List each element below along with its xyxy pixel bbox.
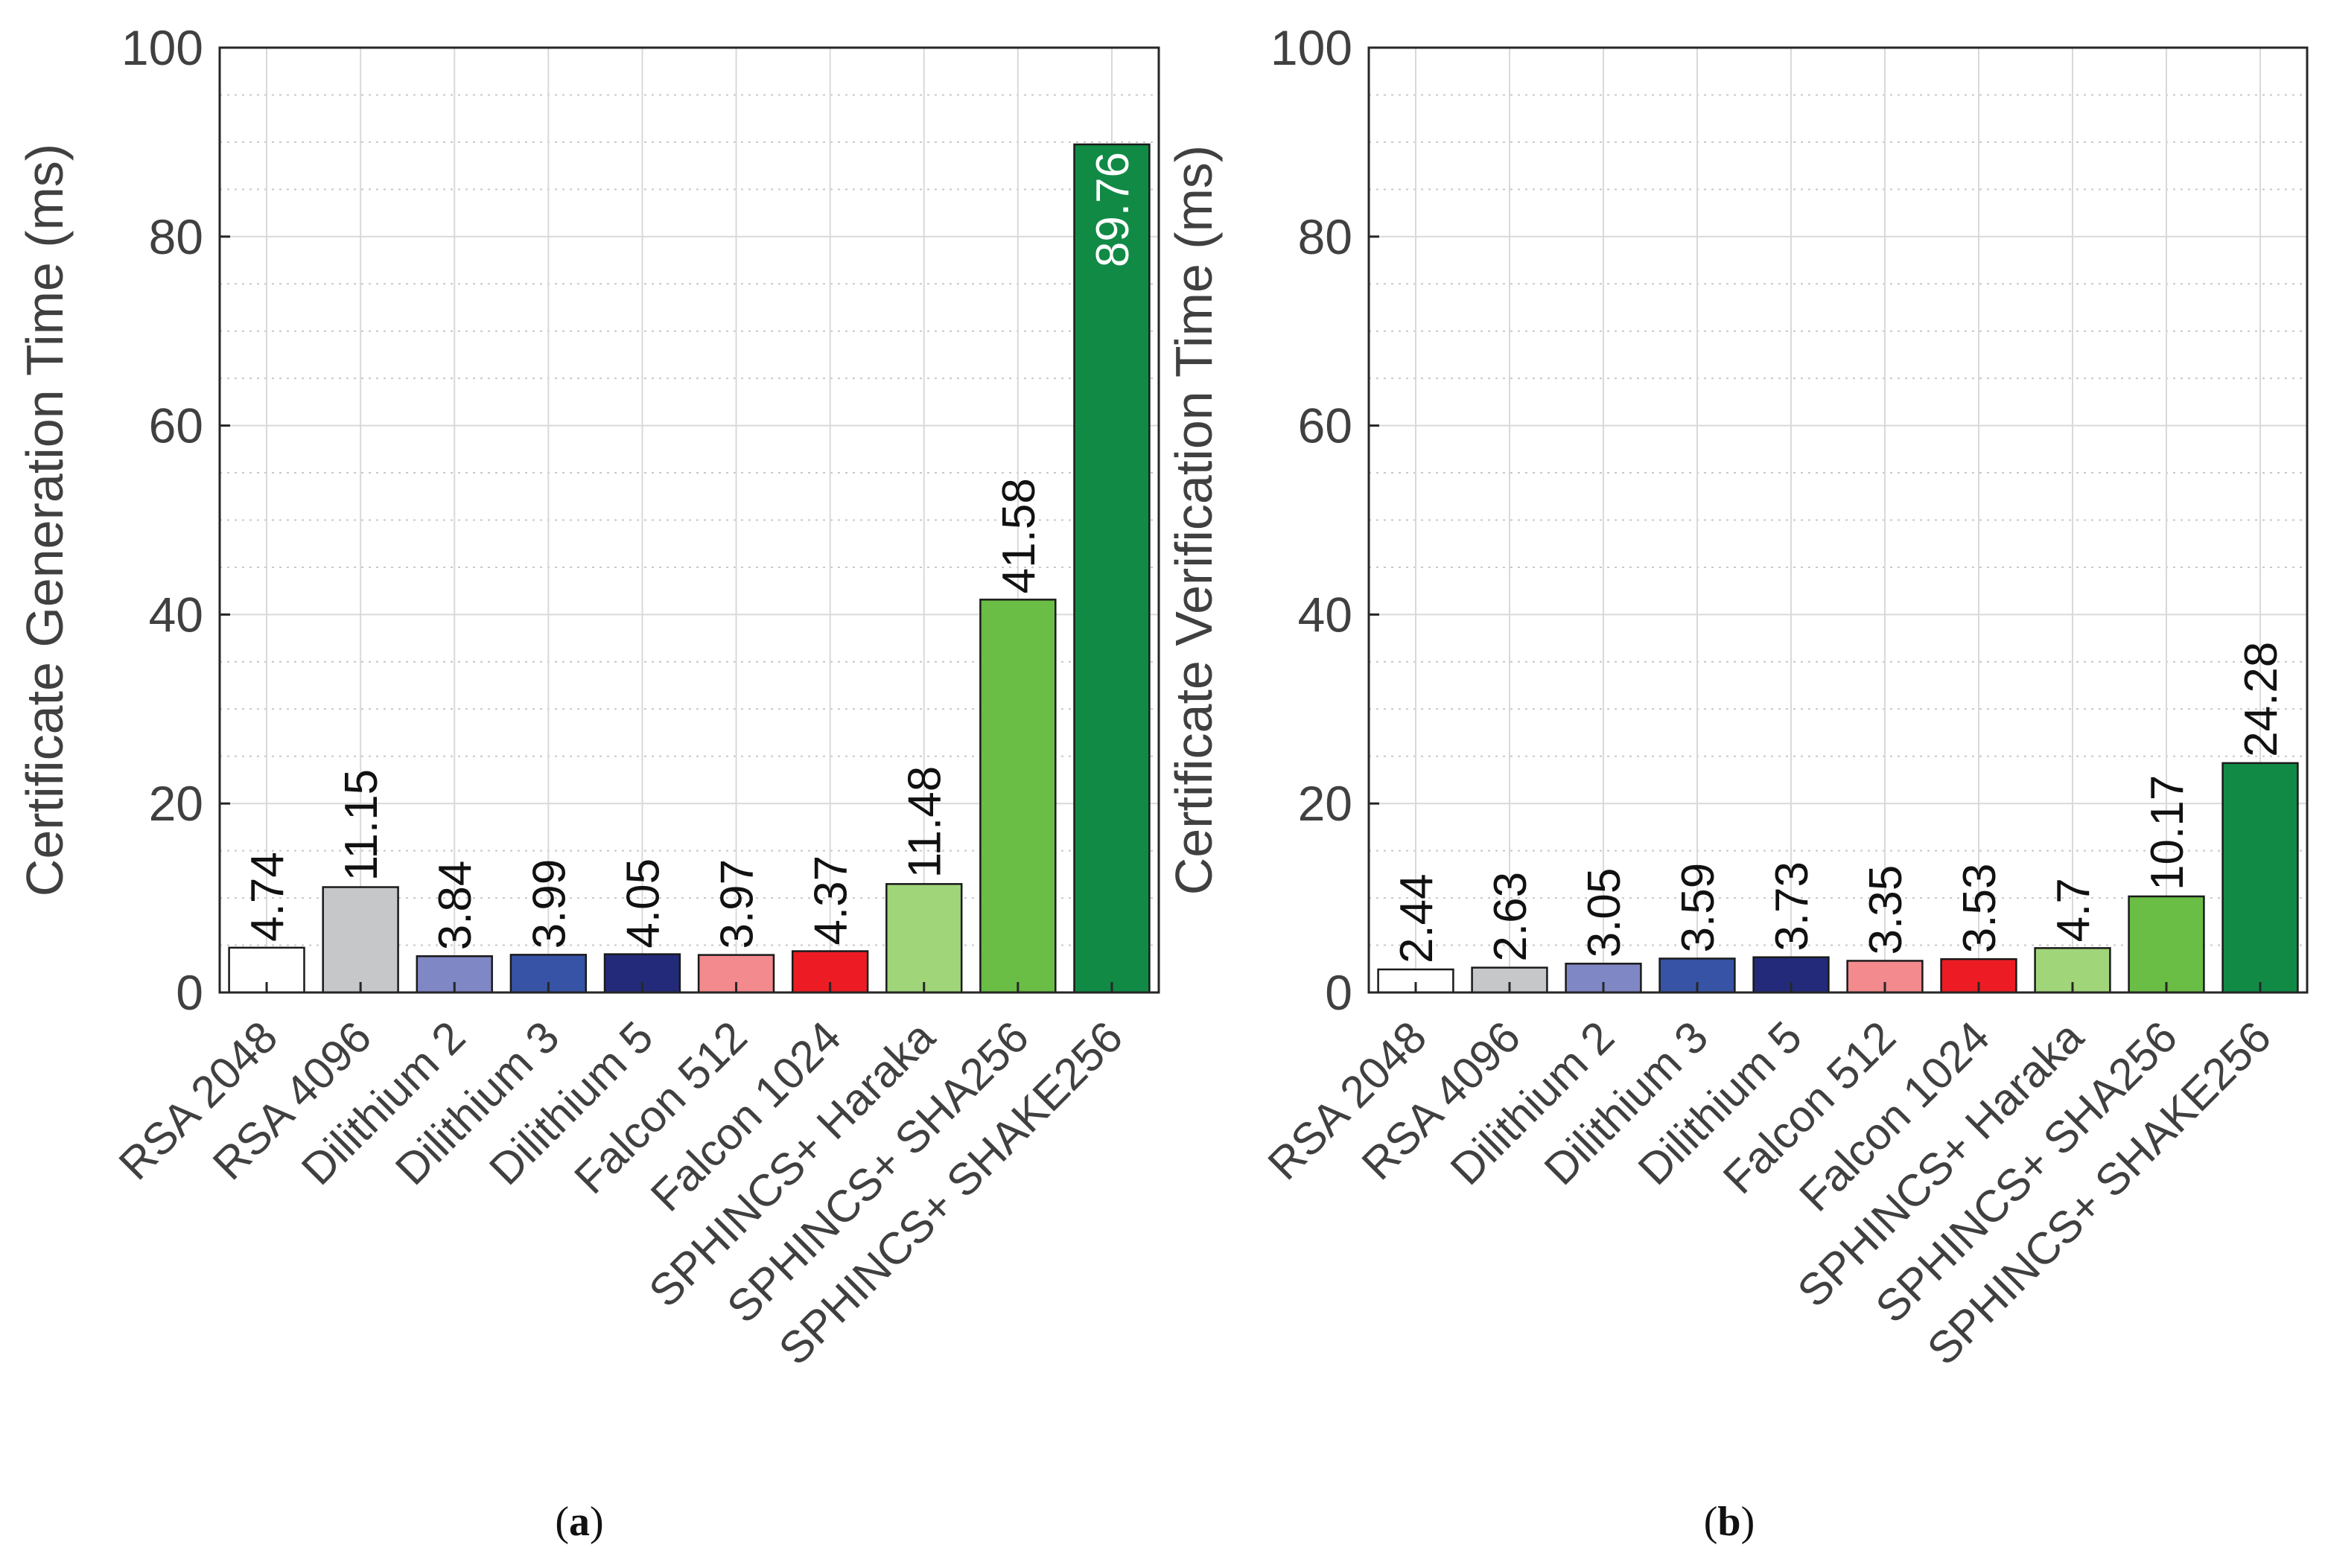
y-axis-label: Certificate Generation Time (ms): [16, 144, 74, 896]
axes-box: [1367, 46, 2309, 994]
value-label: 4.74: [242, 852, 293, 942]
value-label: 3.59: [1673, 863, 1724, 953]
value-label: 2.44: [1391, 873, 1443, 963]
bar-sphincs-haraka: [2034, 947, 2111, 994]
y-tick-label: 40: [149, 587, 203, 642]
value-label: 89.76: [1087, 152, 1139, 267]
value-label: 3.73: [1766, 861, 1818, 952]
value-label: 11.15: [336, 769, 387, 882]
subfigure-caption: (a): [555, 1499, 603, 1545]
value-label: 11.48: [900, 766, 951, 879]
value-label: 41.58: [993, 478, 1045, 593]
y-tick-label: 100: [1270, 20, 1352, 75]
y-tick-label: 20: [1298, 776, 1352, 831]
axes-box: [218, 46, 1160, 994]
value-label: 4.7: [2048, 878, 2099, 942]
y-tick-label: 100: [121, 20, 203, 75]
value-label: 10.17: [2142, 775, 2193, 890]
subfigure-caption: (b): [1704, 1499, 1755, 1545]
bar-rsa-4096: [322, 886, 399, 994]
y-tick-label: 0: [1325, 965, 1352, 1020]
value-label: 3.84: [430, 861, 481, 951]
y-tick-label: 60: [1298, 398, 1352, 453]
value-label: 2.63: [1485, 872, 1536, 962]
bar-sphincs-shake256: [1073, 143, 1151, 994]
bar-sphincs-shake256: [2221, 762, 2299, 994]
value-label: 3.35: [1860, 865, 1912, 955]
y-tick-label: 20: [149, 776, 203, 831]
y-tick-label: 60: [149, 398, 203, 453]
value-label: 4.05: [617, 858, 669, 949]
value-label: 3.05: [1579, 868, 1630, 958]
y-tick-label: 80: [1298, 209, 1352, 264]
chart-panel-a: 0 20 40 60 80 100 Certificate Generation Time …: [16, 20, 1160, 1545]
value-label: 3.97: [712, 859, 763, 949]
value-label: 4.37: [806, 855, 857, 946]
bar-sphincs-haraka: [885, 883, 963, 994]
y-tick-label: 40: [1298, 587, 1352, 642]
y-axis-label: Certificate Verification Time (ms): [1165, 145, 1223, 895]
bar-sphincs-sha256: [2128, 895, 2205, 994]
y-tick-label: 0: [176, 965, 203, 1020]
value-label: 3.53: [1954, 864, 2006, 954]
bar-sphincs-sha256: [979, 599, 1057, 994]
value-label: 24.28: [2236, 642, 2287, 757]
value-label: 3.99: [524, 859, 575, 949]
y-tick-label: 80: [149, 209, 203, 264]
chart-panel-b: 0 20 40 60 80 100 Certificate Verification Tim…: [1165, 20, 2309, 1545]
